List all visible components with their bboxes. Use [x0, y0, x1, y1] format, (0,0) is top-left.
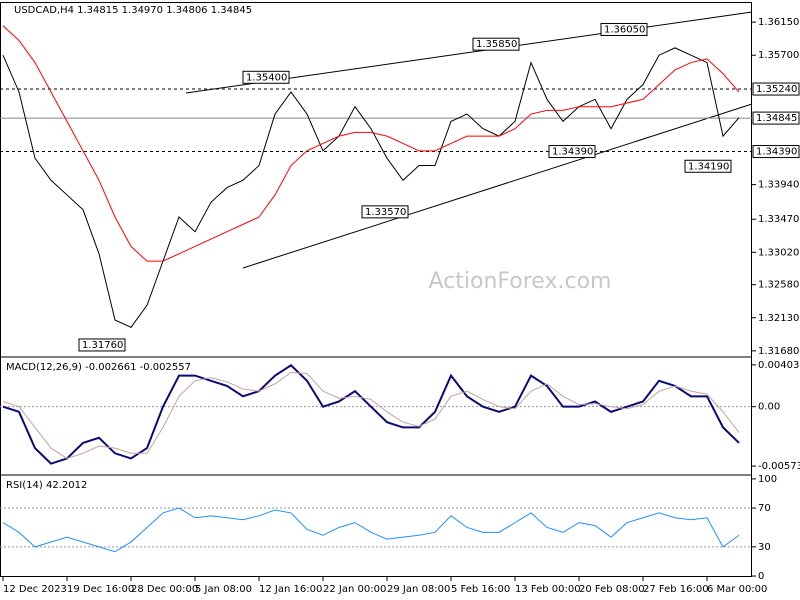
y-tick-label: 1.36150	[758, 17, 799, 28]
level-label-box	[752, 82, 800, 96]
y-tick-label: 0	[758, 571, 764, 582]
annotation: 1.35850	[476, 39, 517, 50]
y-tick-label: -0.005737	[758, 461, 800, 472]
x-tick-label: 20 Feb 08:00	[579, 584, 645, 595]
chart-title: USDCAD,H4 1.34815 1.34970 1.34806 1.3484…	[14, 5, 252, 16]
x-tick-label: 28 Dec 00:00	[131, 584, 198, 595]
y-tick-label: 1.33020	[758, 247, 799, 258]
level-label-box	[752, 145, 800, 159]
annotation: 1.34190	[688, 161, 729, 172]
annotation: 1.34390	[552, 147, 593, 158]
x-tick-label: 27 Feb 16:00	[643, 584, 709, 595]
y-tick-label: 1.32130	[758, 313, 799, 324]
annotation-box	[548, 145, 596, 159]
watermark: ActionForex.com	[429, 269, 612, 294]
annotation: 1.36050	[604, 24, 645, 35]
annotation: 1.35400	[246, 72, 287, 83]
annotation-box	[242, 70, 290, 84]
y-tick-label: 70	[758, 503, 771, 514]
trend-line	[242, 103, 753, 269]
x-tick-label: 6 Mar 00:00	[707, 584, 767, 595]
x-tick-label: 19 Dec 16:00	[67, 584, 134, 595]
level-label: 1.34390	[756, 147, 797, 158]
x-tick-label: 12 Dec 2023	[3, 584, 67, 595]
pane-title: MACD(12,26,9) -0.002661 -0.002557	[6, 362, 191, 373]
series-line	[2, 507, 740, 553]
y-tick-label: 0.00	[758, 402, 780, 413]
annotation: 1.31760	[82, 340, 123, 351]
x-tick-label: 5 Jan 08:00	[195, 584, 252, 595]
y-tick-label: 1.33940	[758, 180, 799, 191]
current-price-label: 1.34845	[756, 113, 797, 124]
pane-title: RSI(14) 42.2012	[6, 480, 87, 491]
series-line	[2, 371, 740, 460]
y-tick-label: 1.35700	[758, 50, 799, 61]
y-tick-label: 1.32580	[758, 280, 799, 291]
x-tick-label: 22 Jan 00:00	[323, 584, 386, 595]
annotation-box	[684, 159, 732, 173]
x-tick-label: 13 Feb 00:00	[515, 584, 581, 595]
y-tick-label: 1.33470	[758, 214, 799, 225]
annotation-box	[600, 22, 648, 36]
y-tick-label: 30	[758, 542, 771, 553]
series-line	[2, 25, 740, 262]
y-tick-label: 100	[758, 474, 777, 485]
x-tick-label: 5 Feb 16:00	[451, 584, 510, 595]
y-tick-label: 1.31680	[758, 346, 799, 357]
annotation: 1.33570	[365, 207, 406, 218]
y-tick-label: 0.004038	[758, 360, 800, 371]
annotation-box	[472, 37, 520, 51]
frame	[0, 2, 752, 577]
x-tick-label: 29 Jan 08:00	[387, 584, 450, 595]
annotation-box	[78, 338, 126, 352]
series-line	[2, 363, 740, 465]
series-line	[2, 47, 740, 328]
x-tick-label: 12 Jan 16:00	[259, 584, 322, 595]
annotation-box	[361, 205, 409, 219]
level-label: 1.35240	[756, 84, 797, 95]
current-price-label-box	[752, 111, 800, 125]
